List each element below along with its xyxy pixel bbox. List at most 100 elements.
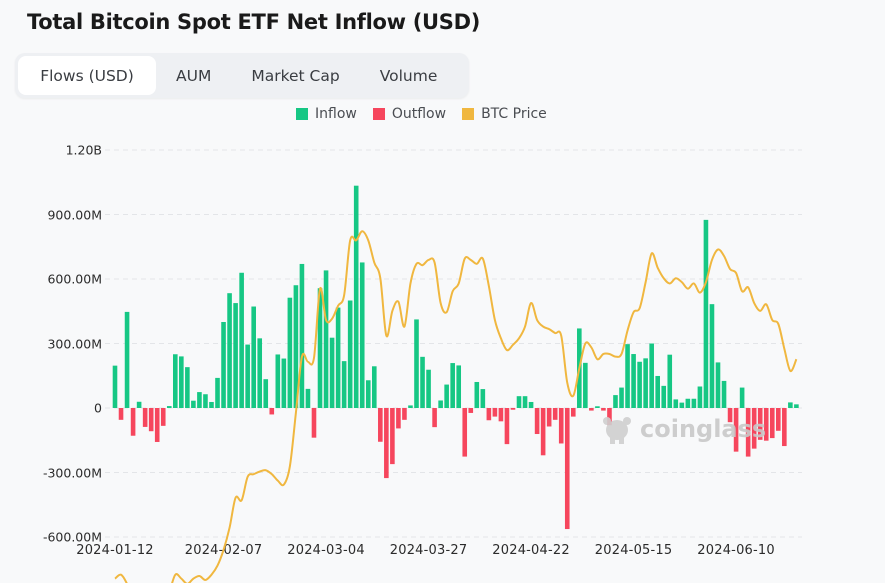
tab-market-cap[interactable]: Market Cap — [251, 66, 340, 85]
inflow-bar[interactable] — [788, 402, 793, 408]
inflow-bar[interactable] — [703, 219, 709, 408]
outflow-bar[interactable] — [510, 408, 516, 410]
inflow-bar[interactable] — [625, 344, 630, 408]
inflow-bar[interactable] — [136, 401, 142, 408]
inflow-bar[interactable] — [317, 288, 323, 408]
inflow-bar[interactable] — [450, 363, 455, 408]
inflow-bar[interactable] — [721, 380, 727, 408]
inflow-bar[interactable] — [691, 398, 697, 408]
inflow-bar[interactable] — [522, 396, 528, 408]
inflow-bar[interactable] — [516, 396, 522, 408]
outflow-bar[interactable] — [727, 408, 733, 423]
btc-price-line[interactable] — [114, 230, 798, 583]
inflow-bar[interactable] — [371, 366, 377, 408]
inflow-bar[interactable] — [444, 384, 449, 408]
inflow-bar[interactable] — [649, 343, 654, 409]
outflow-bar[interactable] — [540, 408, 546, 456]
outflow-bar[interactable] — [118, 408, 124, 420]
inflow-bar[interactable] — [239, 272, 244, 408]
inflow-bar[interactable] — [112, 365, 118, 408]
inflow-bar[interactable] — [275, 354, 281, 408]
outflow-bar[interactable] — [763, 408, 769, 441]
outflow-bar[interactable] — [154, 408, 160, 442]
inflow-bar[interactable] — [323, 270, 329, 408]
inflow-bar[interactable] — [179, 356, 184, 408]
outflow-bar[interactable] — [552, 408, 558, 420]
outflow-bar[interactable] — [390, 408, 395, 465]
outflow-bar[interactable] — [130, 408, 136, 436]
inflow-bar[interactable] — [287, 297, 293, 408]
outflow-bar[interactable] — [486, 408, 492, 421]
outflow-bar[interactable] — [142, 408, 148, 427]
legend-item-btc-price[interactable]: BTC Price — [462, 106, 547, 122]
outflow-bar[interactable] — [492, 408, 498, 417]
inflow-bar[interactable] — [613, 395, 618, 408]
inflow-bar[interactable] — [595, 406, 600, 408]
outflow-bar[interactable] — [160, 408, 166, 426]
inflow-bar[interactable] — [667, 354, 673, 408]
inflow-bar[interactable] — [166, 406, 172, 408]
outflow-bar[interactable] — [311, 408, 317, 438]
tab-flows[interactable]: Flows (USD) — [18, 56, 156, 95]
outflow-bar[interactable] — [462, 408, 468, 457]
inflow-bar[interactable] — [359, 262, 365, 408]
inflow-bar[interactable] — [426, 369, 431, 408]
inflow-bar[interactable] — [715, 362, 721, 408]
inflow-bar[interactable] — [414, 319, 419, 408]
inflow-bar[interactable] — [480, 389, 486, 408]
inflow-bar[interactable] — [263, 379, 269, 408]
inflow-bar[interactable] — [685, 398, 691, 408]
inflow-bar[interactable] — [299, 263, 305, 408]
outflow-bar[interactable] — [589, 408, 594, 411]
inflow-bar[interactable] — [661, 385, 667, 408]
inflow-bar[interactable] — [474, 381, 480, 408]
inflow-bar[interactable] — [697, 386, 703, 409]
inflow-bar[interactable] — [124, 311, 130, 408]
inflow-bar[interactable] — [643, 358, 648, 408]
inflow-bar[interactable] — [245, 344, 250, 408]
inflow-bar[interactable] — [420, 356, 425, 408]
inflow-bar[interactable] — [203, 394, 208, 408]
inflow-bar[interactable] — [631, 354, 636, 408]
inflow-bar[interactable] — [197, 392, 202, 408]
outflow-bar[interactable] — [782, 408, 787, 447]
outflow-bar[interactable] — [733, 408, 739, 452]
inflow-bar[interactable] — [583, 362, 588, 408]
inflow-bar[interactable] — [408, 405, 413, 408]
inflow-bar[interactable] — [221, 322, 226, 408]
inflow-bar[interactable] — [637, 361, 642, 408]
inflow-bar[interactable] — [215, 377, 220, 408]
outflow-bar[interactable] — [601, 408, 606, 411]
legend-item-inflow[interactable]: Inflow — [296, 106, 357, 122]
inflow-bar[interactable] — [739, 387, 745, 408]
outflow-bar[interactable] — [534, 408, 540, 435]
inflow-bar[interactable] — [227, 293, 232, 408]
inflow-bar[interactable] — [679, 402, 685, 408]
tab-aum[interactable]: AUM — [176, 66, 212, 85]
tab-volume[interactable]: Volume — [379, 66, 438, 85]
outflow-bar[interactable] — [558, 408, 564, 444]
outflow-bar[interactable] — [504, 408, 510, 445]
inflow-bar[interactable] — [281, 358, 287, 408]
outflow-bar[interactable] — [776, 408, 781, 431]
inflow-bar[interactable] — [347, 300, 353, 409]
inflow-bar[interactable] — [251, 306, 256, 408]
outflow-bar[interactable] — [564, 408, 570, 530]
inflow-bar[interactable] — [619, 387, 624, 408]
outflow-bar[interactable] — [745, 408, 751, 457]
outflow-bar[interactable] — [384, 408, 389, 479]
inflow-bar[interactable] — [528, 401, 534, 408]
outflow-bar[interactable] — [148, 408, 154, 432]
outflow-bar[interactable] — [751, 408, 757, 449]
inflow-bar[interactable] — [173, 354, 178, 408]
outflow-bar[interactable] — [498, 408, 504, 422]
outflow-bar[interactable] — [769, 408, 775, 439]
inflow-bar[interactable] — [438, 400, 443, 408]
inflow-bar[interactable] — [456, 365, 462, 408]
legend-item-outflow[interactable]: Outflow — [372, 106, 446, 122]
inflow-bar[interactable] — [365, 380, 371, 408]
outflow-bar[interactable] — [378, 408, 383, 442]
outflow-bar[interactable] — [396, 408, 401, 429]
outflow-bar[interactable] — [546, 408, 552, 427]
inflow-bar[interactable] — [209, 401, 214, 408]
